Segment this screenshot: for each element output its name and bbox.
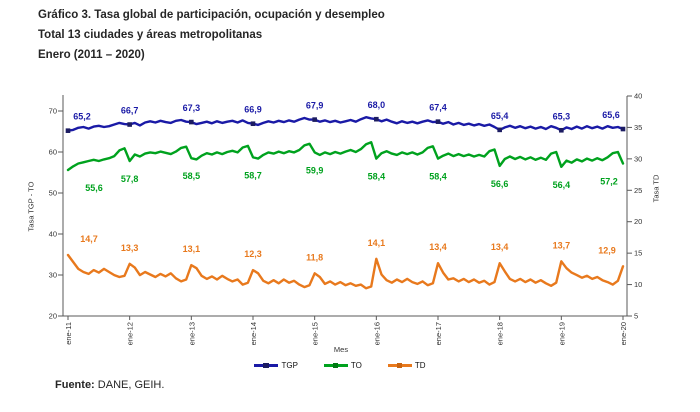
tgp-marker <box>127 122 132 127</box>
tgp-value-label: 65,4 <box>491 111 509 121</box>
to-value-label: 57,8 <box>121 174 139 184</box>
y-axis-right-tick-label: 35 <box>634 123 642 132</box>
tgp-value-label: 66,7 <box>121 106 139 116</box>
to-value-label: 59,9 <box>306 165 324 175</box>
x-axis-title: Mes <box>333 345 349 354</box>
y-axis-right-tick-label: 25 <box>634 186 642 195</box>
legend-label-to: TO <box>350 361 362 370</box>
tgp-value-label: 68,0 <box>368 100 386 110</box>
y-axis-left-tick-label: 60 <box>49 148 57 157</box>
x-axis-tick-label: ene-15 <box>311 322 320 345</box>
y-axis-left-tick-label: 30 <box>49 271 57 280</box>
tgp-marker <box>620 126 626 132</box>
y-axis-left-tick-label: 20 <box>49 312 57 321</box>
td-value-label: 14,1 <box>368 238 386 248</box>
legend-item-tgp: TGP <box>254 361 298 370</box>
chart-title-line1: Gráfico 3. Tasa global de participación,… <box>38 9 385 21</box>
to-legend-marker-icon <box>332 362 339 369</box>
td-value-label: 14,7 <box>80 234 98 244</box>
td-value-label: 13,1 <box>183 244 201 254</box>
tgp-value-label: 67,9 <box>306 101 324 111</box>
tgp-line <box>66 115 625 132</box>
x-axis-tick-label: ene-14 <box>249 322 258 345</box>
chart-legend: TGP TO TD <box>0 361 680 370</box>
x-axis-tick-label: ene-13 <box>187 322 196 345</box>
legend-label-tgp: TGP <box>281 361 298 370</box>
y-axis-right-tick-label: 30 <box>634 154 642 163</box>
td-value-label: 13,7 <box>553 240 571 250</box>
tgp-marker <box>250 121 256 127</box>
td-legend-line-icon <box>387 362 412 369</box>
chart-title-line2: Total 13 ciudades y áreas metropolitanas <box>38 29 263 41</box>
y-axis-right-tick-label: 10 <box>634 280 642 289</box>
x-axis-tick-label: ene-16 <box>372 322 381 345</box>
tgp-value-label: 66,9 <box>244 105 262 115</box>
tgp-marker <box>559 127 564 133</box>
y-axis-right-tick-label: 20 <box>634 217 642 226</box>
td-value-label: 11,8 <box>306 252 323 262</box>
tgp-value-label: 67,3 <box>183 103 201 113</box>
y-axis-left-title: Tasa TGP - TO <box>26 181 36 232</box>
to-value-label: 58,5 <box>183 171 201 181</box>
td-line <box>66 253 625 290</box>
td-value-label: 12,3 <box>244 249 262 259</box>
legend-item-to: TO <box>323 361 362 370</box>
td-legend-marker-icon <box>396 362 403 369</box>
chart-title-line3: Enero (2011 – 2020) <box>38 49 145 61</box>
tgp-value-label: 65,3 <box>553 111 571 121</box>
x-axis-tick-label: ene-19 <box>557 322 566 345</box>
td-value-label: 12,9 <box>598 245 616 255</box>
chart-title-block: Gráfico 3. Tasa global de participación,… <box>38 5 385 65</box>
to-value-label: 56,6 <box>491 179 509 189</box>
to-value-label: 57,2 <box>600 176 618 186</box>
tgp-value-label: 65,6 <box>602 110 620 120</box>
y-axis-right-tick-label: 15 <box>634 249 642 258</box>
to-value-label: 58,4 <box>429 172 447 182</box>
tgp-marker <box>65 128 71 133</box>
source-note: Fuente: DANE, GEIH. <box>55 379 164 391</box>
tgp-legend-line-icon <box>254 362 279 369</box>
source-note-text: DANE, GEIH. <box>94 379 165 391</box>
y-axis-right-title: Tasa TD <box>651 174 661 203</box>
to-value-label: 58,4 <box>368 172 386 182</box>
x-axis-tick-label: ene-20 <box>619 322 628 345</box>
to-line <box>66 140 625 172</box>
y-axis-left-tick-label: 40 <box>49 230 57 239</box>
to-value-label: 55,6 <box>85 183 103 193</box>
y-axis-right-tick-label: 40 <box>634 92 642 101</box>
to-value-label: 56,4 <box>553 180 571 190</box>
tgp-marker <box>312 117 317 122</box>
y-axis-left-tick-label: 50 <box>49 189 57 198</box>
y-axis-right-tick-label: 5 <box>634 312 638 321</box>
td-value-label: 13,3 <box>121 243 139 253</box>
legend-item-td: TD <box>387 361 426 370</box>
tgp-value-label: 65,2 <box>73 112 91 122</box>
x-axis-tick-label: ene-11 <box>64 322 73 345</box>
to-legend-line-icon <box>323 362 348 369</box>
to-value-label: 58,7 <box>244 170 262 180</box>
td-value-label: 13,4 <box>491 242 509 252</box>
tgp-marker <box>497 127 502 133</box>
x-axis-tick-label: ene-17 <box>434 322 443 345</box>
x-axis-tick-label: ene-12 <box>126 322 135 345</box>
tgp-marker <box>189 119 194 125</box>
legend-label-td: TD <box>414 361 426 370</box>
y-axis-left-tick-label: 70 <box>49 107 57 116</box>
source-note-label: Fuente: <box>55 379 95 391</box>
tgp-marker <box>374 116 379 122</box>
td-value-label: 13,4 <box>429 242 447 252</box>
x-axis-tick-label: ene-18 <box>496 322 505 345</box>
tgp-marker <box>435 119 441 124</box>
tgp-legend-marker-icon <box>263 362 269 369</box>
tgp-value-label: 67,4 <box>429 103 447 113</box>
